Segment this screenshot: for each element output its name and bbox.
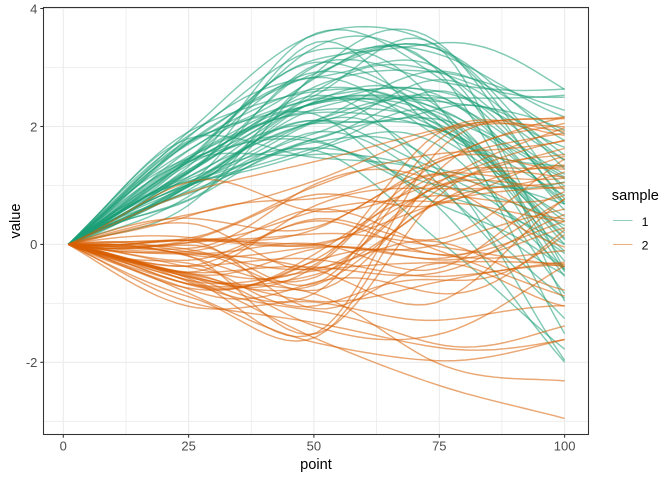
svg-text:0: 0 (60, 438, 67, 453)
svg-text:100: 100 (554, 438, 576, 453)
svg-text:75: 75 (432, 438, 446, 453)
svg-text:value: value (8, 204, 24, 239)
svg-text:4: 4 (30, 1, 37, 16)
svg-text:0: 0 (30, 237, 37, 252)
svg-text:1: 1 (642, 215, 649, 229)
svg-text:point: point (300, 457, 332, 473)
svg-text:50: 50 (307, 438, 321, 453)
svg-text:25: 25 (181, 438, 195, 453)
svg-text:2: 2 (642, 239, 649, 253)
svg-text:sample: sample (612, 188, 659, 204)
svg-text:-2: -2 (26, 355, 38, 370)
svg-text:2: 2 (30, 119, 37, 134)
